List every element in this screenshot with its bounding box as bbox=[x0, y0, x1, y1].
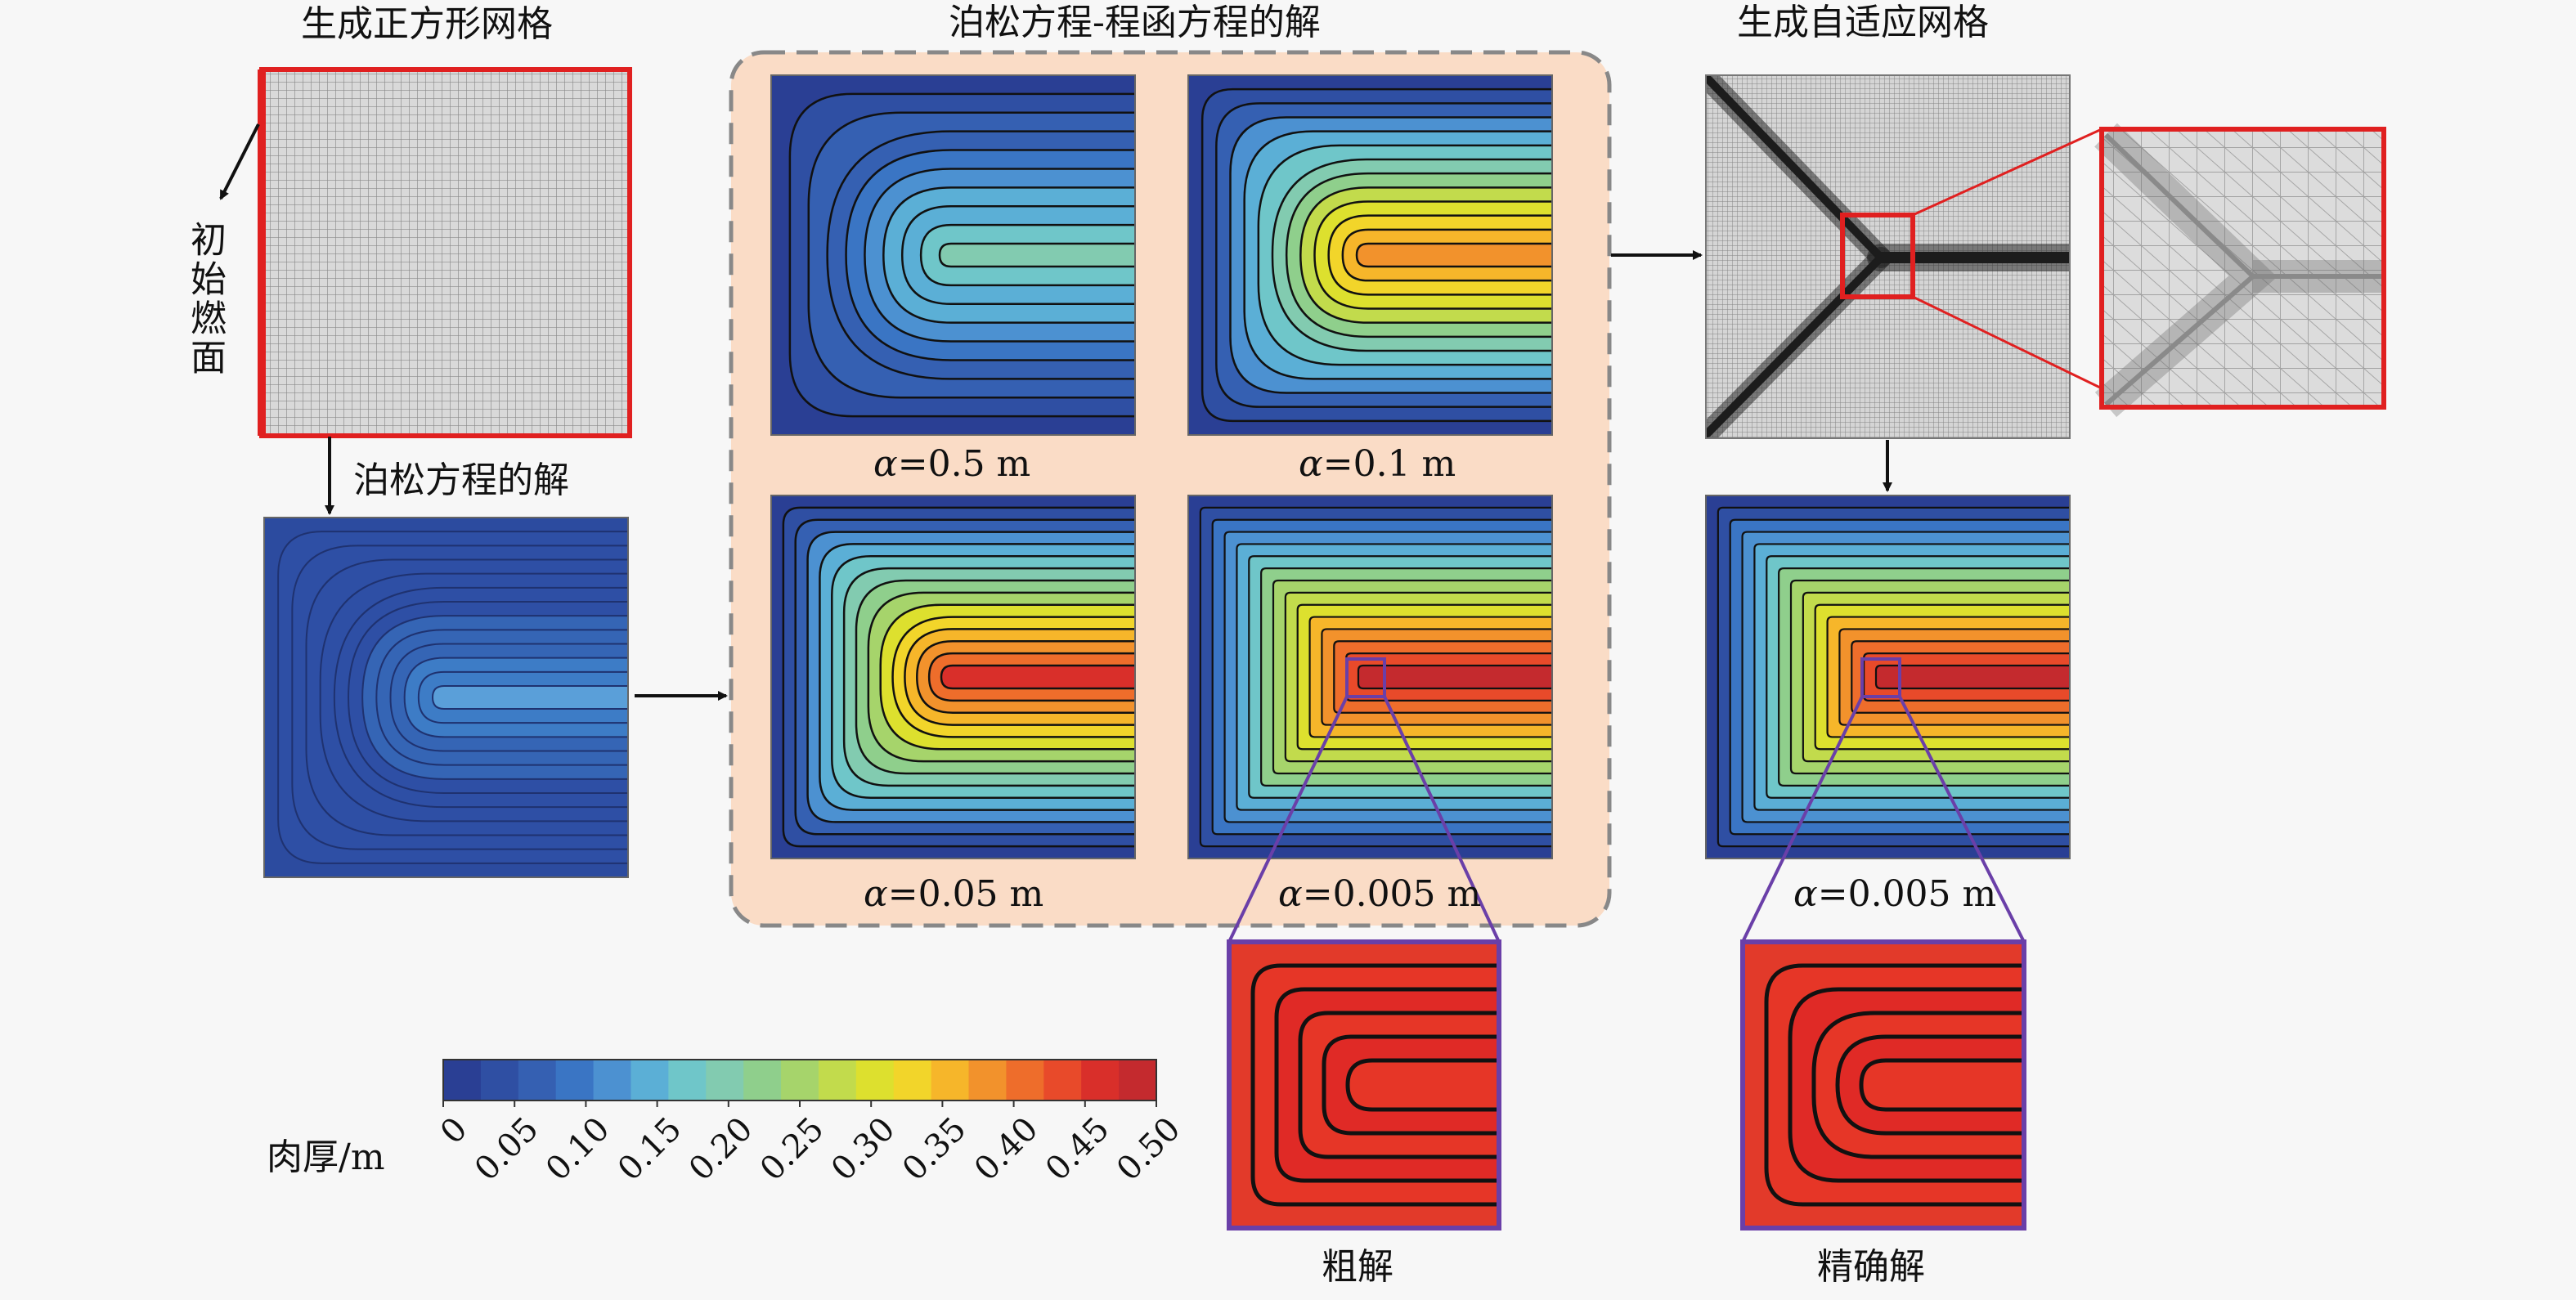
alpha-value: =0.5 m bbox=[897, 443, 1031, 485]
colorbar-segment bbox=[818, 1060, 857, 1101]
alpha-symbol: α bbox=[1793, 873, 1818, 915]
colorbar-segment bbox=[668, 1060, 707, 1101]
zoom-coarse-solution bbox=[1229, 942, 1499, 1228]
zoom-box-coarse bbox=[1345, 657, 1386, 698]
colorbar-segment bbox=[443, 1060, 482, 1101]
contour-alpha-0005 bbox=[1188, 495, 1552, 858]
poisson-solution-plot bbox=[264, 518, 628, 877]
colorbar-title: 肉厚/m bbox=[267, 1136, 385, 1178]
colorbar-segment bbox=[631, 1060, 669, 1101]
label-alpha-05: α=0.5 m bbox=[873, 446, 1030, 482]
alpha-value: =0.005 m bbox=[1302, 873, 1482, 915]
contour-alpha-05 bbox=[771, 75, 1135, 435]
alpha-symbol: α bbox=[873, 443, 898, 485]
title-poisson-stream: 泊松方程-程函方程的解 bbox=[949, 2, 1321, 43]
label-alpha-0005-fine: α=0.005 m bbox=[1793, 876, 1996, 912]
colorbar-segment bbox=[743, 1060, 782, 1101]
alpha-symbol: α bbox=[1299, 443, 1323, 485]
label-initial-burning-surface: 初始燃面 bbox=[184, 221, 226, 378]
colorbar-segment bbox=[1081, 1060, 1120, 1101]
colorbar-segment bbox=[555, 1060, 595, 1101]
colorbar-segment bbox=[968, 1060, 1008, 1101]
colorbar-segment bbox=[893, 1060, 932, 1101]
title-square-mesh: 生成正方形网格 bbox=[301, 3, 553, 45]
square-mesh bbox=[259, 67, 632, 438]
label-poisson-solution: 泊松方程的解 bbox=[353, 459, 569, 501]
contour-alpha-0005-fine bbox=[1706, 495, 2070, 858]
colorbar-segment bbox=[931, 1060, 970, 1101]
zoom-accurate-solution bbox=[1743, 942, 2024, 1228]
contour-alpha-005 bbox=[771, 495, 1135, 858]
arrow-to-initial-surface bbox=[219, 123, 260, 200]
contour-alpha-01 bbox=[1188, 75, 1552, 435]
label-coarse-solution: 粗解 bbox=[1322, 1246, 1393, 1288]
label-accurate-solution: 精确解 bbox=[1817, 1246, 1925, 1288]
alpha-symbol: α bbox=[864, 873, 888, 915]
label-alpha-01: α=0.1 m bbox=[1299, 446, 1456, 482]
colorbar-segment bbox=[1119, 1060, 1157, 1101]
colorbar-segment bbox=[1043, 1060, 1082, 1101]
colorbar-segment bbox=[480, 1060, 519, 1101]
alpha-symbol: α bbox=[1278, 873, 1303, 915]
colorbar-segment bbox=[593, 1060, 632, 1101]
label-alpha-005: α=0.05 m bbox=[864, 876, 1043, 912]
adaptive-mesh bbox=[1706, 75, 2070, 438]
mesh-zoom-detail bbox=[2094, 123, 2386, 418]
title-adaptive-mesh: 生成自适应网格 bbox=[1737, 2, 1989, 43]
alpha-value: =0.005 m bbox=[1817, 873, 1997, 915]
colorbar-segment bbox=[1006, 1060, 1044, 1101]
colorbar-segment bbox=[855, 1060, 895, 1101]
colorbar-segment bbox=[781, 1060, 819, 1101]
colorbar-segment bbox=[518, 1060, 557, 1101]
mesh-zoom-box-small bbox=[1840, 213, 1915, 299]
alpha-value: =0.1 m bbox=[1322, 443, 1456, 485]
label-alpha-0005: α=0.005 m bbox=[1278, 876, 1481, 912]
colorbar-segment bbox=[706, 1060, 744, 1101]
zoom-box-fine bbox=[1860, 657, 1901, 698]
alpha-value: =0.05 m bbox=[887, 873, 1044, 915]
